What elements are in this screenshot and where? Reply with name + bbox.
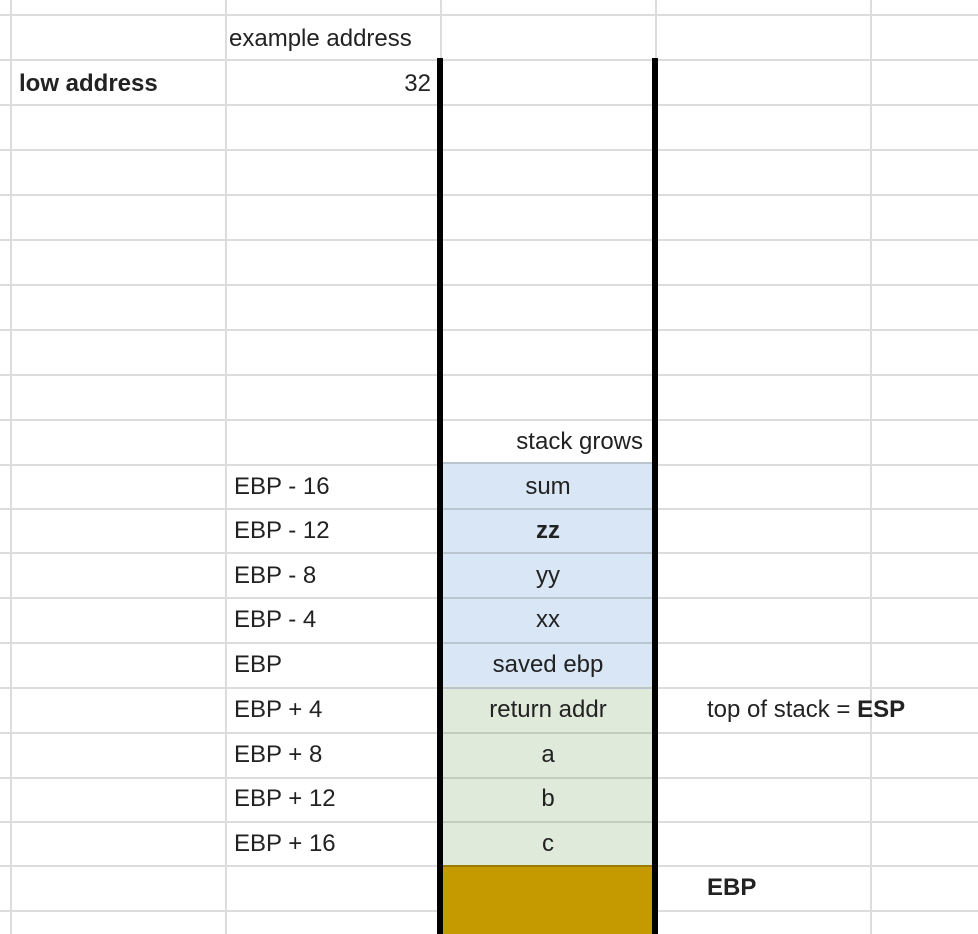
stack-cell-border <box>441 732 655 734</box>
stack-cell-border <box>441 462 655 464</box>
grid-row-line <box>0 104 978 106</box>
grid-row-line <box>0 329 978 331</box>
stack-cell-saved-ebp: saved ebp <box>492 651 604 678</box>
stack-cell-return-addr: return addr <box>489 696 607 723</box>
example-address-header: example address <box>229 25 412 52</box>
stack-cell-yy: yy <box>536 562 560 589</box>
stack-cell-zz: zz <box>536 517 560 544</box>
offset-label-ebp-minus-16: EBP - 16 <box>234 473 330 500</box>
top-of-stack-text: top of stack = <box>707 696 858 723</box>
stack-cell-sum: sum <box>525 473 571 500</box>
offset-label-ebp-plus-4: EBP + 4 <box>234 696 323 723</box>
offset-label-ebp-plus-12: EBP + 12 <box>234 785 336 812</box>
locals-region <box>441 462 655 686</box>
stack-cell-border <box>441 865 655 867</box>
grid-row-line <box>0 149 978 151</box>
offset-label-ebp: EBP <box>234 651 283 678</box>
stack-cell-border <box>441 508 655 510</box>
stack-cell-border <box>441 687 655 689</box>
grid-col-line <box>10 0 12 934</box>
grid-row-line <box>0 194 978 196</box>
stack-grows-label: stack grows <box>516 428 643 455</box>
low-address-value: 32 <box>404 70 431 97</box>
top-of-stack-annotation: top of stack = ESP <box>707 688 905 732</box>
stack-cell-border <box>441 777 655 779</box>
grid-row-line <box>0 374 978 376</box>
offset-label-ebp-plus-8: EBP + 8 <box>234 741 323 768</box>
grid-row-line <box>0 419 978 421</box>
offset-label-ebp-plus-16: EBP + 16 <box>234 830 336 857</box>
stack-cell-c: c <box>542 830 554 857</box>
grid-row-line <box>0 14 978 16</box>
grid-col-line <box>225 0 227 934</box>
grid-row-line <box>0 59 978 61</box>
grid-row-line <box>0 239 978 241</box>
stack-cell-border <box>441 552 655 554</box>
stack-left-wall <box>437 58 443 934</box>
grid-col-line <box>870 0 872 934</box>
offset-label-ebp-minus-12: EBP - 12 <box>234 517 330 544</box>
stack-cell-border <box>441 821 655 823</box>
stack-cell-border <box>441 642 655 644</box>
stack-cell-a: a <box>541 741 555 768</box>
esp-register-label: ESP <box>857 696 906 723</box>
offset-label-ebp-minus-8: EBP - 8 <box>234 562 317 589</box>
grid-row-line <box>0 284 978 286</box>
caller-frame-region <box>441 865 655 934</box>
stack-cell-b: b <box>541 785 555 812</box>
stack-cell-border <box>441 597 655 599</box>
args-region <box>441 686 655 865</box>
offset-label-ebp-minus-4: EBP - 4 <box>234 606 317 633</box>
stack-right-wall <box>652 58 658 934</box>
ebp-marker-annotation: EBP <box>707 874 757 901</box>
low-address-label: low address <box>19 70 158 97</box>
stack-cell-xx: xx <box>536 606 560 633</box>
